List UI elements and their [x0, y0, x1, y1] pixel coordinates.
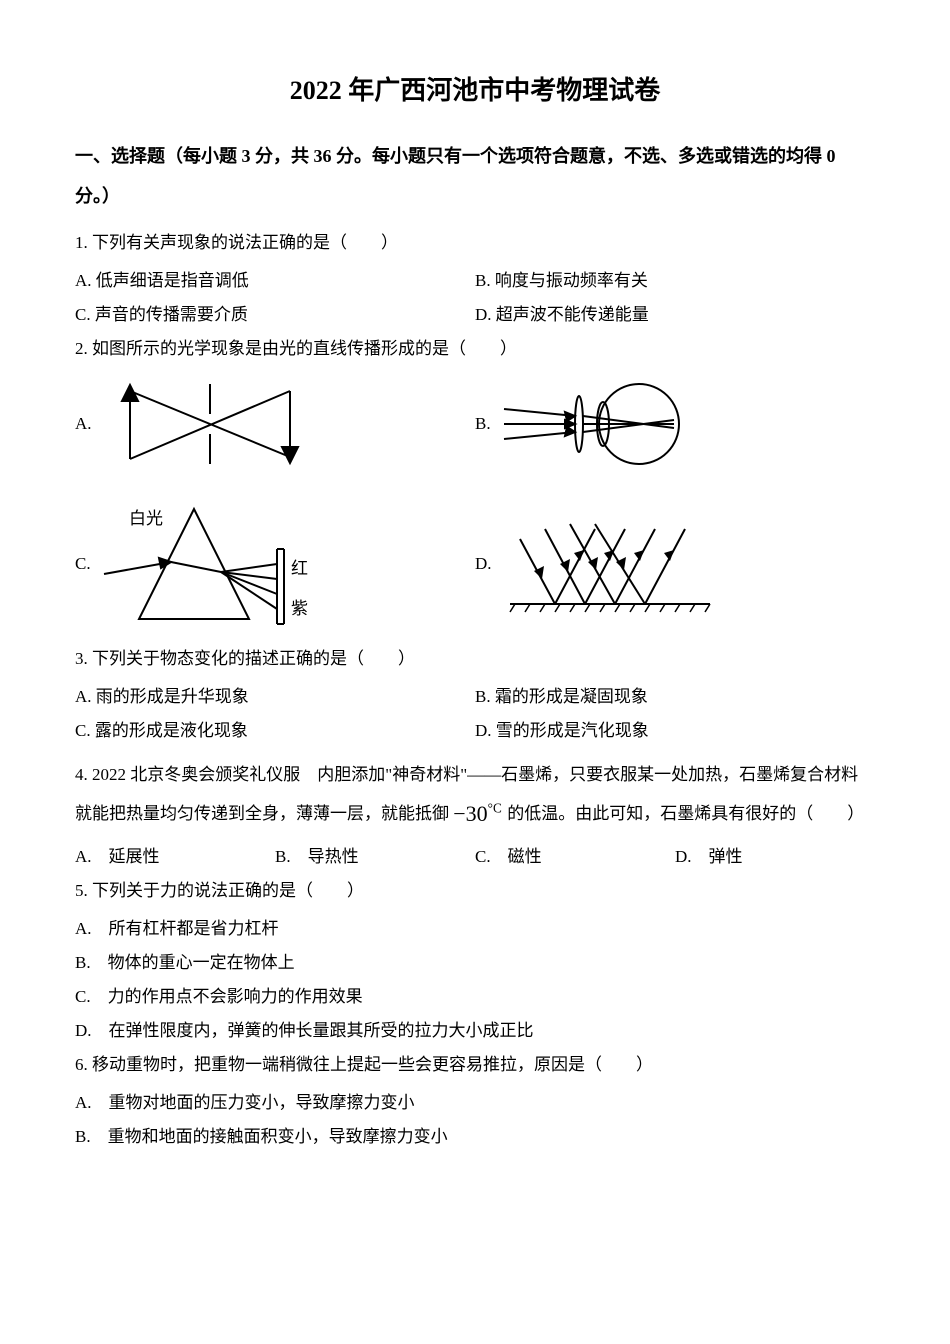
q6-opt-a: A. 重物对地面的压力变小，导致摩擦力变小 [75, 1086, 875, 1120]
q6-opt-b: B. 重物和地面的接触面积变小，导致摩擦力变小 [75, 1120, 875, 1154]
q4-stem: 4. 2022 北京冬奥会颁奖礼仪服 内胆添加"神奇材料"——石墨烯，只要衣服某… [75, 758, 875, 836]
q4-opt-b: B. 导热性 [275, 840, 475, 874]
q2-figc-violet-label: 紫 [291, 599, 308, 618]
q5-opt-b: B. 物体的重心一定在物体上 [75, 946, 875, 980]
q1-opt-a: A. 低声细语是指音调低 [75, 264, 475, 298]
q1-opt-b: B. 响度与振动频率有关 [475, 264, 875, 298]
q4-temp-unit: °C [488, 801, 502, 816]
q3-opt-b: B. 霜的形成是凝固现象 [475, 680, 875, 714]
section-1-header: 一、选择题（每小题 3 分，共 36 分。每小题只有一个选项符合题意，不选、多选… [75, 137, 875, 216]
q4-opt-c: C. 磁性 [475, 840, 675, 874]
q6-stem: 6. 移动重物时，把重物一端稍微往上提起一些会更容易推拉，原因是（ ） [75, 1048, 875, 1082]
q2-opt-a-label: A. [75, 414, 92, 434]
q2-fig-c-prism-icon: 白光 红 紫 [99, 494, 329, 634]
q4-stem-post: 的低温。由此可知，石墨烯具有很好的（ ） [507, 804, 864, 823]
q2-fig-b-eye-lens-icon [499, 374, 699, 474]
q2-opt-b-label: B. [475, 414, 491, 434]
exam-title: 2022 年广西河池市中考物理试卷 [75, 70, 875, 107]
q2-stem: 2. 如图所示的光学现象是由光的直线传播形成的是（ ） [75, 332, 875, 366]
q1-opt-c: C. 声音的传播需要介质 [75, 298, 475, 332]
q5-opt-c: C. 力的作用点不会影响力的作用效果 [75, 980, 875, 1014]
q2-fig-d-reflection-icon [500, 509, 720, 619]
q5-opt-d: D. 在弹性限度内，弹簧的伸长量跟其所受的拉力大小成正比 [75, 1014, 875, 1048]
q3-opt-d: D. 雪的形成是汽化现象 [475, 714, 875, 748]
q3-opt-c: C. 露的形成是液化现象 [75, 714, 475, 748]
q4-opt-a: A. 延展性 [75, 840, 275, 874]
q1-opt-d: D. 超声波不能传递能量 [475, 298, 875, 332]
q2-figc-white-light-label: 白光 [129, 509, 163, 528]
q5-opt-a: A. 所有杠杆都是省力杠杆 [75, 912, 875, 946]
q2-opt-d-label: D. [475, 554, 492, 574]
q3-opt-a: A. 雨的形成是升华现象 [75, 680, 475, 714]
q3-stem: 3. 下列关于物态变化的描述正确的是（ ） [75, 642, 875, 676]
q2-opt-c-label: C. [75, 554, 91, 574]
q5-stem: 5. 下列关于力的说法正确的是（ ） [75, 874, 875, 908]
q4-temp-value: −30 [453, 801, 487, 826]
q2-fig-a-pinhole-icon [100, 379, 320, 469]
q4-opt-d: D. 弹性 [675, 840, 875, 874]
q1-stem: 1. 下列有关声现象的说法正确的是（ ） [75, 226, 875, 260]
q2-figc-red-label: 红 [291, 559, 308, 578]
